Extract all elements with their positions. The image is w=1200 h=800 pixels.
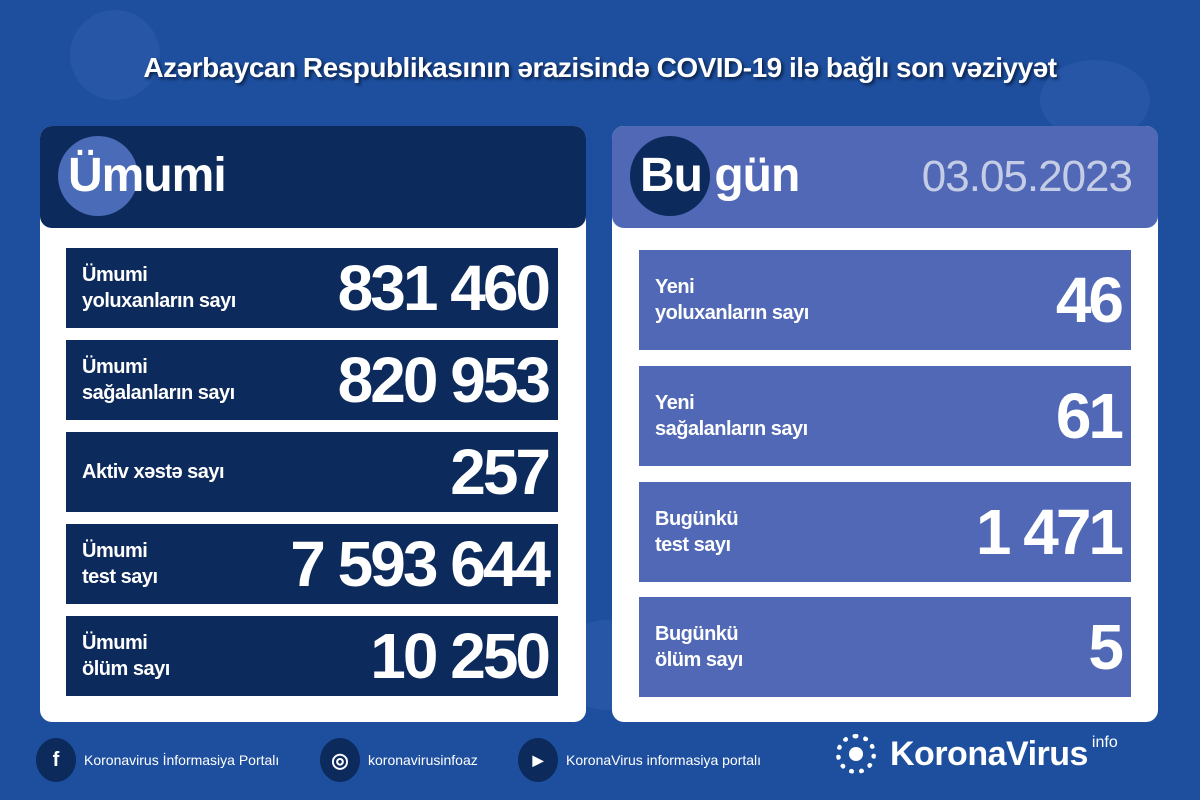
koronavirus-logo: KoronaVirus info: [836, 734, 1118, 774]
stat-value: 831 460: [337, 252, 551, 324]
stat-row: Aktiv xəstə sayı 257: [66, 432, 558, 512]
instagram-icon: ◎: [320, 738, 360, 782]
stat-label: Yeni yoluxanların sayı: [655, 276, 809, 324]
today-panel: Bu gün 03.05.2023 Yeni yoluxanların sayı 4…: [612, 126, 1158, 722]
facebook-label: Koronavirus İnformasiya Portalı: [84, 752, 280, 768]
stat-row: Ümumi sağalanların sayı 820 953: [66, 340, 558, 420]
youtube-icon: ▶: [518, 738, 558, 782]
stat-label: Ümumi yoluxanların sayı: [82, 264, 236, 312]
date: 03.05.2023: [921, 152, 1133, 201]
virus-icon: [58, 136, 138, 216]
stat-label: Bugünkü ölüm sayı: [655, 623, 743, 671]
total-heading: Ümumi: [68, 149, 227, 202]
facebook-icon: f: [36, 738, 76, 782]
page-title: Azərbaycan Respublikasının ərazisində CO…: [143, 52, 1057, 83]
stat-value: 7 593 644: [290, 528, 551, 600]
stat-value: 1 471: [975, 496, 1124, 568]
stat-label: Ümumi sağalanların sayı: [82, 356, 235, 404]
virus-icon: [630, 136, 710, 216]
stat-row: Yeni sağalanların sayı 61: [639, 366, 1131, 466]
total-header: Ümumi: [40, 126, 586, 228]
today-heading: Bu gün: [640, 149, 800, 202]
stat-value: 46: [1055, 264, 1124, 336]
stat-label: Aktiv xəstə sayı: [82, 461, 225, 483]
stat-row: Ümumi test sayı 7 593 644: [66, 524, 558, 604]
stat-row: Ümumi ölüm sayı 10 250: [66, 616, 558, 696]
stat-label: Ümumi test sayı: [82, 540, 158, 588]
stat-value: 61: [1055, 380, 1124, 452]
total-panel: Ümumi Ümumi yoluxanların sayı 831 460 Ümum…: [40, 126, 586, 722]
stat-row: Bugünkü ölüm sayı 5: [639, 597, 1131, 697]
stat-row: Bugünkü test sayı 1 471: [639, 482, 1131, 582]
stat-label: Bugünkü test sayı: [655, 508, 739, 556]
stat-value: 257: [450, 436, 551, 508]
instagram-label: koronavirusinfoaz: [368, 752, 478, 768]
facebook-link[interactable]: f Koronavirus İnformasiya Portalı: [36, 738, 279, 782]
today-header: Bu gün 03.05.2023: [612, 126, 1158, 228]
stat-value: 10 250: [370, 620, 551, 692]
stat-value: 5: [1088, 611, 1124, 683]
youtube-link[interactable]: ▶ KoronaVirus informasiya portalı: [518, 738, 761, 782]
stat-row: Yeni yoluxanların sayı 46: [639, 250, 1131, 350]
brand-name: KoronaVirus: [890, 734, 1088, 773]
sun-icon: [836, 734, 876, 774]
youtube-label: KoronaVirus informasiya portalı: [566, 752, 762, 768]
instagram-link[interactable]: ◎ koronavirusinfoaz: [320, 738, 478, 782]
stat-label: Yeni sağalanların sayı: [655, 392, 808, 440]
stat-value: 820 953: [337, 344, 551, 416]
brand-sup: info: [1091, 734, 1118, 751]
stat-row: Ümumi yoluxanların sayı 831 460: [66, 248, 558, 328]
stat-label: Ümumi ölüm sayı: [82, 632, 170, 680]
virus-decoration: [70, 10, 160, 100]
